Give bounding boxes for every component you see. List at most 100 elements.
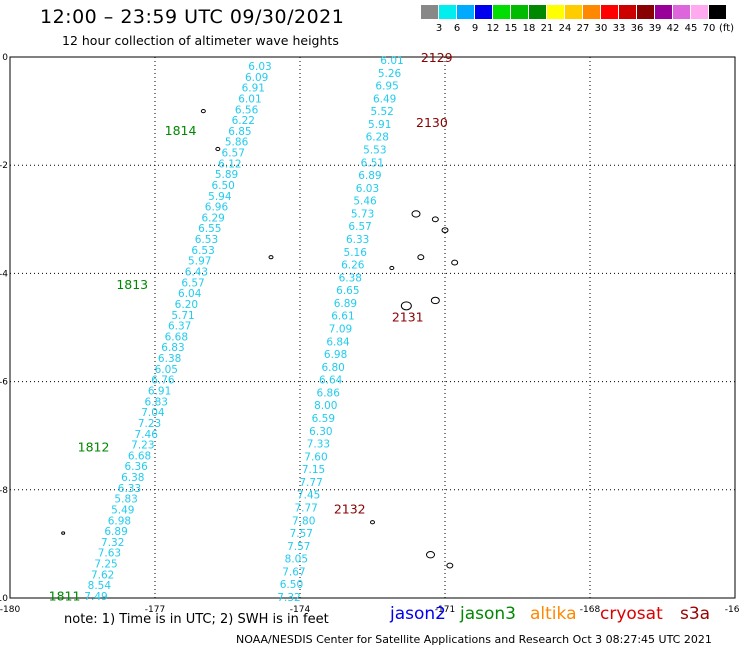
x-tick-label: -174 bbox=[290, 605, 311, 615]
wave-height-value: 6.43 bbox=[185, 267, 208, 279]
legend-swatch bbox=[493, 5, 510, 19]
legend-swatch bbox=[439, 5, 456, 19]
legend-swatch bbox=[583, 5, 600, 19]
pass-time-label: 2131 bbox=[392, 310, 424, 325]
legend-label: 27 bbox=[576, 23, 590, 34]
wave-height-value: 6.84 bbox=[326, 336, 350, 348]
wave-height-value: 6.83 bbox=[161, 342, 184, 354]
wave-height-value: 6.86 bbox=[317, 387, 341, 399]
x-tick-label: -171 bbox=[435, 605, 455, 615]
wave-height-value: 6.38 bbox=[121, 472, 144, 484]
wave-height-value: 5.91 bbox=[368, 119, 391, 131]
legend-label: 30 bbox=[594, 23, 608, 34]
wave-height-value: 6.01 bbox=[238, 93, 261, 105]
wave-height-value: 7.23 bbox=[131, 440, 154, 452]
wave-height-value: 6.91 bbox=[148, 385, 171, 397]
wave-height-value: 6.64 bbox=[319, 375, 343, 387]
wave-height-value: 6.37 bbox=[168, 321, 191, 333]
wave-height-value: 7.23 bbox=[138, 418, 161, 430]
satellite-label: cryosat bbox=[600, 604, 663, 624]
wave-height-value: 5.97 bbox=[188, 256, 211, 268]
legend-swatch bbox=[547, 5, 564, 19]
island-outline bbox=[446, 562, 454, 569]
x-tick-label: -177 bbox=[145, 605, 165, 615]
wave-height-value: 6.36 bbox=[124, 461, 148, 473]
wave-height-value: 7.60 bbox=[304, 451, 327, 463]
wave-height-value: 7.32 bbox=[277, 592, 300, 604]
y-tick-label: -10 bbox=[0, 594, 8, 604]
satellite-label: jason2 bbox=[390, 604, 446, 624]
wave-height-value: 5.53 bbox=[363, 145, 386, 157]
page-subtitle: 12 hour collection of altimeter wave hei… bbox=[62, 33, 339, 48]
wave-height-value: 6.01 bbox=[380, 55, 403, 67]
island-outline bbox=[400, 301, 412, 311]
wave-height-value: 7.77 bbox=[294, 503, 317, 515]
legend-label: 15 bbox=[504, 23, 518, 34]
wave-height-value: 6.95 bbox=[375, 81, 398, 93]
pass-time-label: 1811 bbox=[49, 588, 81, 603]
y-tick-label: 0 bbox=[2, 53, 8, 63]
wave-height-value: 6.33 bbox=[346, 234, 369, 246]
wave-height-value: 6.49 bbox=[373, 93, 396, 105]
wave-height-value: 5.94 bbox=[208, 191, 232, 203]
pass-time-label: 2130 bbox=[416, 115, 448, 130]
wave-height-value: 7.63 bbox=[98, 548, 121, 560]
legend-swatch bbox=[673, 5, 690, 19]
wave-height-value: 6.85 bbox=[228, 126, 251, 138]
wave-height-value: 6.53 bbox=[195, 234, 218, 246]
legend-label: 6 bbox=[453, 23, 461, 34]
legend-swatch bbox=[655, 5, 672, 19]
legend-label: 36 bbox=[630, 23, 644, 34]
wave-height-value: 6.29 bbox=[201, 212, 224, 224]
island-outline bbox=[370, 520, 375, 525]
wave-height-value: 5.49 bbox=[111, 504, 134, 516]
wave-height-value: 6.83 bbox=[145, 396, 168, 408]
wave-height-value: 7.15 bbox=[302, 464, 325, 476]
island-outline bbox=[430, 296, 440, 305]
legend-label: 33 bbox=[612, 23, 626, 34]
wave-height-value: 8.54 bbox=[88, 580, 112, 592]
wave-height-value: 7.49 bbox=[84, 591, 107, 603]
wave-height-value: 6.04 bbox=[178, 288, 202, 300]
wave-height-value: 6.96 bbox=[205, 202, 229, 214]
wave-height-value: 6.98 bbox=[324, 349, 347, 361]
wave-height-value: 6.91 bbox=[242, 83, 265, 95]
wave-height-value: 8.05 bbox=[285, 554, 308, 566]
wave-height-value: 6.68 bbox=[128, 450, 151, 462]
pass-time-label: 1813 bbox=[116, 277, 148, 292]
axis-ticks: -180 -177 -174 -171 -168 -165 0 -2 -4 -6 -8 -10 bbox=[0, 53, 740, 615]
wave-height-value: 6.28 bbox=[366, 132, 389, 144]
wave-height-value: 5.26 bbox=[378, 68, 402, 80]
wave-height-value: 6.98 bbox=[108, 515, 131, 527]
legend-swatch bbox=[565, 5, 582, 19]
wave-height-value: 5.89 bbox=[215, 169, 238, 181]
wave-height-value: 7.57 bbox=[290, 528, 313, 540]
wave-height-value: 7.57 bbox=[287, 541, 310, 553]
y-tick-label: -6 bbox=[0, 378, 8, 388]
wave-height-value: 7.32 bbox=[101, 537, 124, 549]
legend-unit: (ft) bbox=[719, 23, 735, 34]
wave-height-value: 6.65 bbox=[336, 285, 359, 297]
wave-height-value: 6.12 bbox=[218, 158, 241, 170]
pass-time-label: 2129 bbox=[421, 50, 453, 65]
wave-height-value: 7.09 bbox=[329, 324, 352, 336]
wave-height-value: 6.38 bbox=[339, 272, 362, 284]
wave-height-value: 6.57 bbox=[181, 277, 204, 289]
wave-height-value: 6.61 bbox=[331, 311, 354, 323]
wave-height-value: 5.83 bbox=[114, 494, 137, 506]
wave-height-value: 6.80 bbox=[321, 362, 344, 374]
satellite-label: s3a bbox=[680, 604, 711, 624]
wave-height-value: 6.26 bbox=[341, 260, 365, 272]
altimeter-tracks: 6.036.096.916.016.566.226.855.866.576.12… bbox=[49, 50, 453, 604]
wave-height-value: 6.68 bbox=[165, 331, 188, 343]
x-tick-label: -165 bbox=[725, 605, 740, 615]
wave-height-value: 7.33 bbox=[307, 439, 330, 451]
wave-height-value: 7.25 bbox=[94, 559, 117, 571]
legend-swatch bbox=[601, 5, 618, 19]
wave-height-value: 7.67 bbox=[282, 566, 305, 578]
wave-height-value: 6.89 bbox=[104, 526, 127, 538]
wave-height-value: 7.04 bbox=[141, 407, 165, 419]
wave-height-value: 6.33 bbox=[118, 483, 141, 495]
island-outline bbox=[200, 109, 206, 114]
